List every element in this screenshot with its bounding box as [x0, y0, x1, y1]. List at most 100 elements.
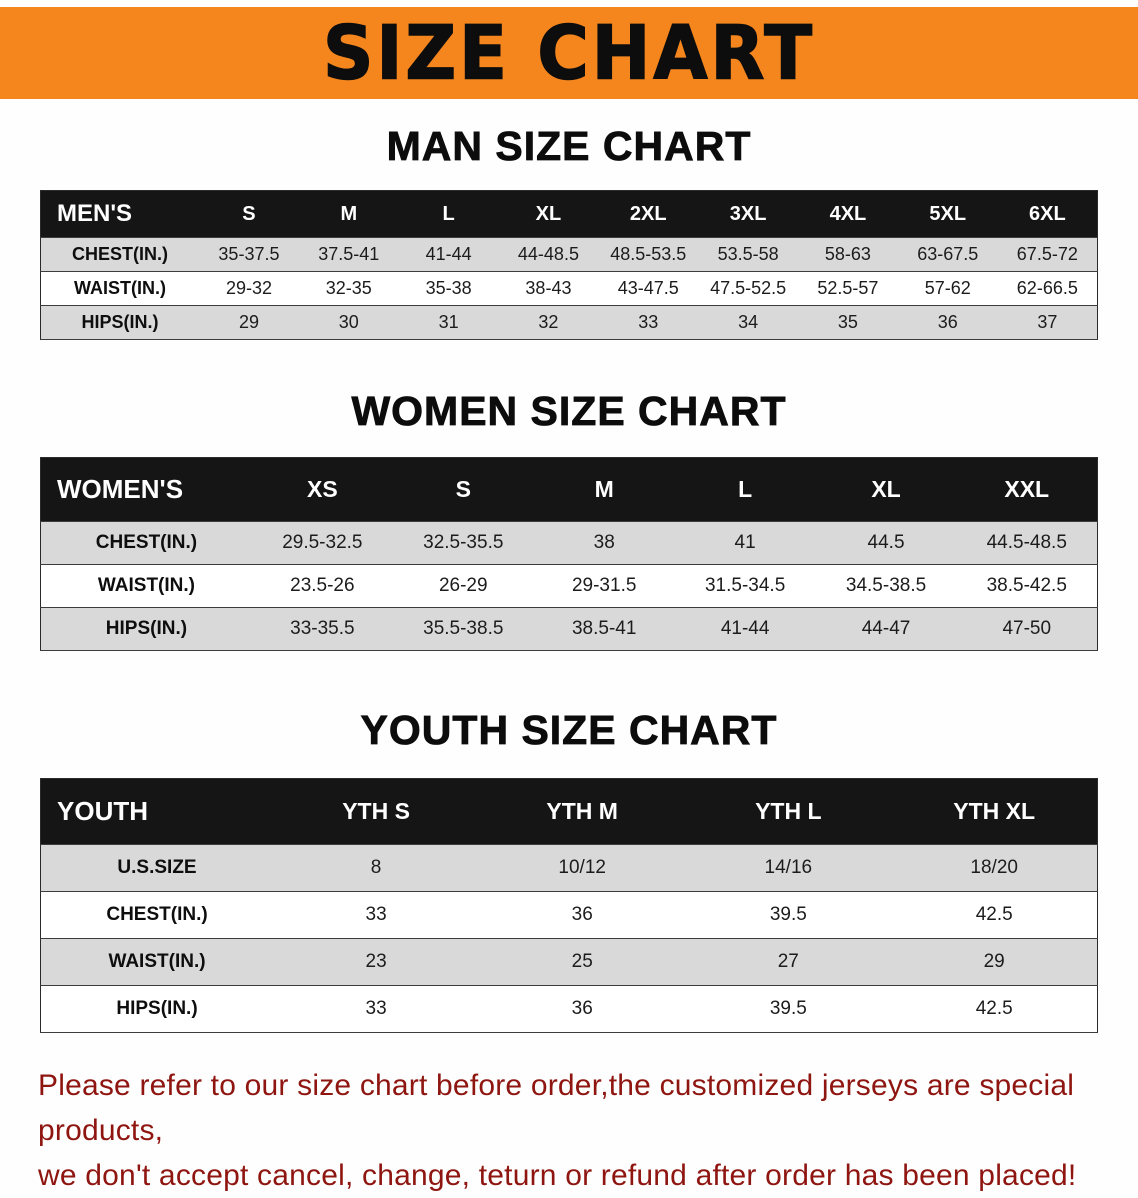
size-value-cell: 32-35: [325, 278, 372, 298]
size-column-header: YTH XL: [891, 778, 1098, 845]
size-value-cell: 23: [365, 951, 387, 972]
size-value-cell: 41-44: [425, 244, 472, 264]
size-value-cell: 47.5-52.5: [710, 278, 787, 298]
size-column-header: 5XL: [897, 190, 998, 238]
size-column-header: 2XL: [598, 190, 699, 238]
row-label: CHEST(IN.): [95, 532, 198, 553]
size-value-cell: 37: [1037, 312, 1058, 332]
size-value-cell: 33: [638, 312, 659, 332]
size-value-cell: 31: [438, 312, 459, 332]
table-row: U.S.SIZE 8 10/12 14/16 18/20: [40, 844, 1098, 892]
size-value-cell: 47-50: [1002, 618, 1052, 639]
size-value-cell: 36: [571, 904, 593, 925]
size-column-header: YTH S: [273, 778, 480, 845]
size-value-cell: 29-31.5: [571, 575, 637, 596]
table-header-row: MEN'S S M L XL 2XL 3XL 4XL 5XL 6XL: [40, 190, 1098, 238]
womens-size-table: WOMEN'S XS S M L XL XXL CHEST(IN.) 29.5-32.5 32.5…: [40, 457, 1098, 651]
size-value-cell: 18/20: [970, 857, 1018, 878]
size-value-cell: 57-62: [924, 278, 971, 298]
size-value-cell: 41-44: [720, 618, 770, 639]
size-value-cell: 42.5: [975, 998, 1013, 1019]
size-column-header: 6XL: [997, 190, 1098, 238]
womens-section: WOMEN SIZE CHART WOMEN'S XS S M L XL XXL CHEST(…: [0, 388, 1138, 651]
order-disclaimer: Please refer to our size chart before or…: [38, 1063, 1100, 1198]
table-header-row: YOUTH YTH S YTH M YTH L YTH XL: [40, 778, 1098, 845]
table-row: HIPS(IN.) 33-35.5 35.5-38.5 38.5-41 41-44 44-…: [40, 607, 1098, 651]
size-value-cell: 44-47: [861, 618, 911, 639]
table-row: WAIST(IN.) 23.5-26 26-29 29-31.5 31.5-34.5 34…: [40, 564, 1098, 608]
table-row: HIPS(IN.) 29 30 31 32 33 34 35 36 37: [40, 305, 1098, 340]
size-value-cell: 52.5-57: [817, 278, 879, 298]
size-value-cell: 25: [571, 951, 593, 972]
table-corner-label: MEN'S: [40, 190, 200, 238]
size-value-cell: 58-63: [824, 244, 871, 264]
size-value-cell: 26-29: [438, 575, 488, 596]
size-column-header: S: [392, 457, 534, 522]
table-header-row: WOMEN'S XS S M L XL XXL: [40, 457, 1098, 522]
row-label: HIPS(IN.): [81, 312, 159, 332]
size-value-cell: 29-32: [225, 278, 272, 298]
size-value-cell: 31.5-34.5: [704, 575, 786, 596]
size-value-cell: 35: [837, 312, 858, 332]
size-value-cell: 29.5-32.5: [282, 532, 363, 553]
size-value-cell: 33-35.5: [290, 618, 355, 639]
womens-section-title: WOMEN SIZE CHART: [351, 388, 787, 435]
size-value-cell: 32.5-35.5: [423, 532, 504, 553]
table-corner-label: WOMEN'S: [40, 457, 252, 522]
size-value-cell: 32: [538, 312, 559, 332]
mens-size-table: MEN'S S M L XL 2XL 3XL 4XL 5XL 6XL CHEST(IN.) 35-37…: [40, 190, 1098, 340]
size-value-cell: 35-38: [425, 278, 472, 298]
size-value-cell: 67.5-72: [1016, 244, 1078, 264]
size-value-cell: 38-43: [525, 278, 572, 298]
size-value-cell: 34: [738, 312, 759, 332]
size-chart-page: SIZE CHART MAN SIZE CHART MEN'S S M L XL 2XL 3…: [0, 7, 1138, 1198]
size-value-cell: 23.5-26: [290, 575, 355, 596]
table-row: CHEST(IN.) 33 36 39.5 42.5: [40, 891, 1098, 939]
size-value-cell: 53.5-58: [717, 244, 779, 264]
size-value-cell: 36: [937, 312, 958, 332]
table-row: HIPS(IN.) 33 36 39.5 42.5: [40, 985, 1098, 1033]
size-column-header: YTH M: [479, 778, 686, 845]
size-value-cell: 44-48.5: [517, 244, 579, 264]
row-label: WAIST(IN.): [97, 575, 195, 596]
row-label: HIPS(IN.): [105, 618, 188, 639]
size-column-header: XL: [815, 457, 957, 522]
size-column-header: S: [199, 190, 299, 238]
row-label: WAIST(IN.): [74, 278, 167, 298]
table-row: WAIST(IN.) 29-32 32-35 35-38 38-43 43-47.5 47.…: [40, 271, 1098, 306]
size-value-cell: 38.5-41: [571, 618, 637, 639]
size-value-cell: 29: [238, 312, 259, 332]
table-corner-label: YOUTH: [40, 778, 274, 845]
size-value-cell: 63-67.5: [917, 244, 979, 264]
row-label: WAIST(IN.): [108, 951, 206, 972]
mens-section: MAN SIZE CHART MEN'S S M L XL 2XL 3XL 4XL 5XL 6XL…: [0, 123, 1138, 340]
size-value-cell: 29: [983, 951, 1005, 972]
size-value-cell: 33: [365, 998, 387, 1019]
size-value-cell: 14/16: [764, 857, 813, 878]
size-value-cell: 37.5-41: [318, 244, 380, 264]
row-label: CHEST(IN.): [72, 244, 169, 264]
size-column-header: 3XL: [698, 190, 799, 238]
table-row: CHEST(IN.) 29.5-32.5 32.5-35.5 38 41 44.5 44.5…: [40, 521, 1098, 565]
size-value-cell: 34.5-38.5: [845, 575, 927, 596]
size-value-cell: 33: [365, 904, 387, 925]
size-value-cell: 42.5: [975, 904, 1013, 925]
size-column-header: L: [398, 190, 499, 238]
row-label: U.S.SIZE: [117, 857, 197, 878]
size-value-cell: 39.5: [769, 998, 807, 1019]
size-column-header: 4XL: [798, 190, 898, 238]
size-value-cell: 35-37.5: [218, 244, 280, 264]
size-value-cell: 48.5-53.5: [610, 244, 687, 264]
youth-section-title: YOUTH SIZE CHART: [360, 707, 778, 754]
size-value-cell: 38.5-42.5: [986, 575, 1067, 596]
youth-section: YOUTH SIZE CHART YOUTH YTH S YTH M YTH L YTH…: [0, 707, 1138, 1033]
size-value-cell: 8: [370, 857, 382, 878]
size-value-cell: 62-66.5: [1016, 278, 1078, 298]
disclaimer-line-1: Please refer to our size chart before or…: [38, 1069, 1075, 1147]
size-value-cell: 27: [777, 951, 799, 972]
size-column-header: XXL: [956, 457, 1098, 522]
table-row: CHEST(IN.) 35-37.5 37.5-41 41-44 44-48.5 48.5…: [40, 237, 1098, 272]
size-column-header: M: [298, 190, 399, 238]
size-value-cell: 30: [338, 312, 359, 332]
size-value-cell: 44.5: [867, 532, 905, 553]
